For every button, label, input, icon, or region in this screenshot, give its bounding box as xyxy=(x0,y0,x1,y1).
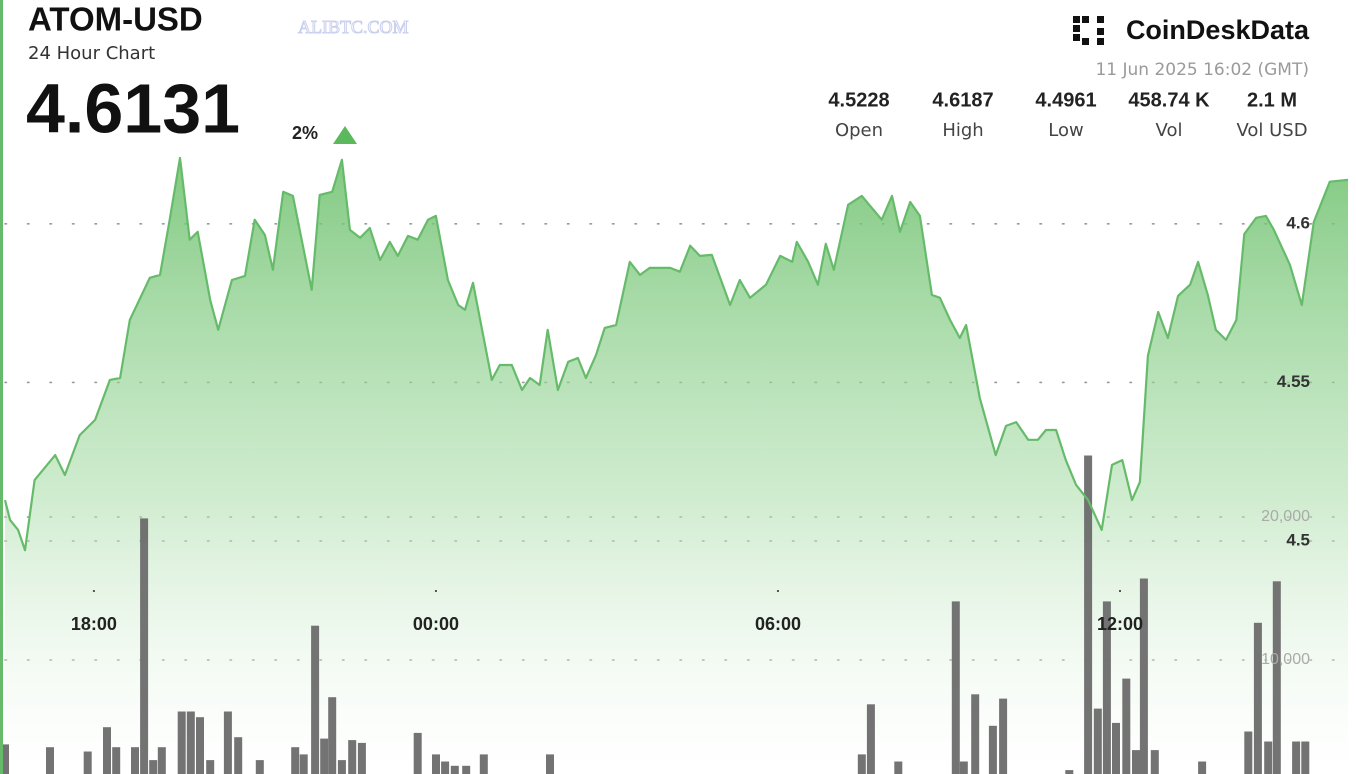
stat-value: 458.74 K xyxy=(1128,89,1210,111)
volume-bar xyxy=(959,761,968,774)
y-tick-label: 4.55 xyxy=(1277,372,1310,391)
x-tick-label: 06:00 xyxy=(755,614,801,634)
volume-bar xyxy=(177,711,186,774)
volume-bar xyxy=(186,711,195,774)
y2-tick-label: 10,000 xyxy=(1261,651,1310,668)
stat-label: Vol USD xyxy=(1236,120,1307,141)
stat-value: 4.4961 xyxy=(1035,89,1096,111)
volume-bar xyxy=(894,761,903,774)
volume-bar xyxy=(234,737,243,774)
brand-icon xyxy=(1073,16,1104,45)
price-area xyxy=(5,157,1348,774)
volume-bar xyxy=(1102,601,1111,774)
stat-label: Vol xyxy=(1156,120,1183,141)
brand: CoinDeskData xyxy=(1126,15,1310,45)
watermark: ALIBTC.COM xyxy=(298,17,409,37)
volume-bar xyxy=(1253,622,1262,774)
volume-bar xyxy=(971,694,980,774)
y2-tick-label: 20,000 xyxy=(1261,508,1310,525)
stat-label: Low xyxy=(1048,120,1083,141)
volume-bar xyxy=(328,697,337,774)
volume-bar xyxy=(1084,455,1093,774)
stat-label: High xyxy=(942,120,983,141)
volume-bar xyxy=(1292,741,1301,774)
volume-bar xyxy=(1093,708,1102,774)
volume-bar xyxy=(988,725,997,774)
volume-bar xyxy=(951,601,960,774)
price-line xyxy=(3,156,1349,552)
volume-bar xyxy=(1244,731,1253,774)
volume-bar xyxy=(1,744,9,774)
volume-bar xyxy=(866,704,875,774)
volume-bar xyxy=(140,518,149,774)
stat-value: 4.6187 xyxy=(932,89,993,111)
volume-bar xyxy=(1301,741,1310,774)
price: 4.6131 xyxy=(26,69,240,147)
volume-bar xyxy=(83,751,92,774)
volume-bar xyxy=(291,747,300,774)
y-tick-label: 4.5 xyxy=(1286,530,1310,549)
stats: 4.5228 Open 4.6187 High 4.4961 Low 458.74 K Vol… xyxy=(828,89,1307,141)
volume-bar xyxy=(999,698,1008,774)
volume-bar xyxy=(1122,678,1131,774)
volume-bar xyxy=(320,738,329,774)
x-tick-label: 00:00 xyxy=(413,614,459,634)
volume-bar xyxy=(432,754,440,774)
volume-bar xyxy=(1150,750,1159,774)
volume-bar xyxy=(157,747,166,774)
plot-area: 4.5 4.55 4.6 10,000 20,000 18:00 00:00 06:00 12:… xyxy=(1,156,1349,774)
volume-bar xyxy=(103,727,111,774)
volume-bar xyxy=(1112,722,1120,774)
volume-bar xyxy=(1198,761,1207,774)
volume-bar xyxy=(131,747,139,774)
volume-bar xyxy=(337,760,346,774)
volume-bar xyxy=(149,760,158,774)
up-arrow xyxy=(333,126,357,144)
volume-bar xyxy=(206,760,215,774)
volume-bar xyxy=(46,747,54,774)
volume-bar xyxy=(1272,581,1281,774)
volume-bar xyxy=(223,711,232,774)
subtitle: 24 Hour Chart xyxy=(28,43,155,64)
header: ATOM-USD 24 Hour Chart ALIBTC.COM 4.6131… xyxy=(26,1,1310,148)
volume-bar xyxy=(357,742,366,774)
x-tick-label: 18:00 xyxy=(71,614,117,634)
volume-bar xyxy=(255,760,264,774)
volume-bar xyxy=(546,754,554,774)
volume-bar xyxy=(311,625,320,774)
symbol: ATOM-USD xyxy=(28,1,203,38)
stat-value: 2.1 M xyxy=(1247,89,1297,111)
volume-bar xyxy=(857,754,866,774)
volume-bar xyxy=(299,754,308,774)
volume-bar xyxy=(112,747,121,774)
volume-bar xyxy=(196,717,204,774)
volume-bar xyxy=(462,765,471,774)
stat-label: Open xyxy=(835,120,883,141)
volume-bar xyxy=(450,765,459,774)
volume-bar xyxy=(441,761,450,774)
volume-bar xyxy=(348,740,357,774)
volume-bar xyxy=(1065,770,1074,774)
left-accent xyxy=(0,0,3,774)
volume-bar xyxy=(1139,578,1148,774)
volume-bar xyxy=(1132,750,1140,774)
y-tick-label: 4.6 xyxy=(1286,213,1310,232)
stat-value: 4.5228 xyxy=(828,89,889,111)
change: 2% xyxy=(292,123,318,143)
volume-bar xyxy=(1264,741,1273,774)
volume-bar xyxy=(413,732,422,774)
timestamp: 11 Jun 2025 16:02 (GMT) xyxy=(1095,60,1309,80)
x-tick-label: 12:00 xyxy=(1097,614,1143,634)
volume-bar xyxy=(479,754,488,774)
